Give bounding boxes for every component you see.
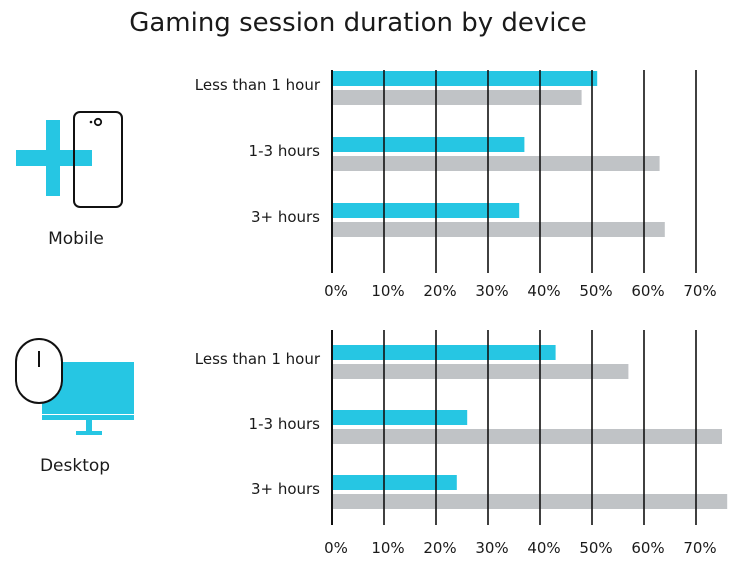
bar-cyan-1 (332, 410, 468, 425)
x-tick-label: 50% (579, 282, 612, 300)
category-label: Less than 1 hour (195, 76, 321, 94)
bar-cyan-0 (332, 71, 598, 86)
device-label-desktop: Desktop (39, 456, 111, 476)
desktop-panel: Desktop Less than 1 hour 1-3 hours 3+ hour… (0, 330, 750, 570)
x-tick-label: 70% (683, 539, 716, 557)
x-tick-label: 0% (324, 282, 348, 300)
x-tick-label: 30% (475, 539, 508, 557)
x-tick-label: 40% (527, 539, 560, 557)
category-label: 3+ hours (251, 480, 320, 498)
bar-gray-0 (332, 90, 582, 105)
bar-gray-1 (332, 156, 660, 171)
bar-cyan-1 (332, 137, 525, 152)
x-tick-label: 50% (579, 539, 612, 557)
category-label: 1-3 hours (249, 142, 321, 160)
desktop-bar-chart: Less than 1 hour 1-3 hours 3+ hours 0% 10% 20… (195, 330, 728, 557)
chart-title: Gaming session duration by device (129, 8, 587, 38)
x-tick-label: 70% (683, 282, 716, 300)
bar-cyan-0 (332, 345, 556, 360)
bar-gray-2 (332, 222, 665, 237)
x-tick-label: 20% (423, 282, 456, 300)
device-label-mobile: Mobile (48, 229, 104, 249)
bar-gray-0 (332, 364, 629, 379)
x-tick-label: 10% (371, 539, 404, 557)
category-label: 1-3 hours (249, 415, 321, 433)
bar-cyan-2 (332, 203, 520, 218)
x-tick-label: 0% (324, 539, 348, 557)
x-tick-label: 30% (475, 282, 508, 300)
bar-gray-2 (332, 494, 728, 509)
mobile-panel: Mobile Less than 1 hour 1-3 hours 3+ hours… (0, 65, 750, 310)
x-tick-label: 60% (631, 539, 664, 557)
phone-with-controller-icon (12, 110, 127, 214)
x-tick-label: 40% (527, 282, 560, 300)
bar-cyan-2 (332, 475, 457, 490)
x-tick-label: 20% (423, 539, 456, 557)
x-tick-label: 60% (631, 282, 664, 300)
category-label: 3+ hours (251, 208, 320, 226)
bar-gray-1 (332, 429, 722, 444)
mobile-bar-chart: Less than 1 hour 1-3 hours 3+ hours 0% 10% 20… (195, 70, 717, 300)
x-tick-label: 10% (371, 282, 404, 300)
category-label: Less than 1 hour (195, 350, 321, 368)
desktop-monitor-with-mouse-icon (12, 335, 142, 444)
